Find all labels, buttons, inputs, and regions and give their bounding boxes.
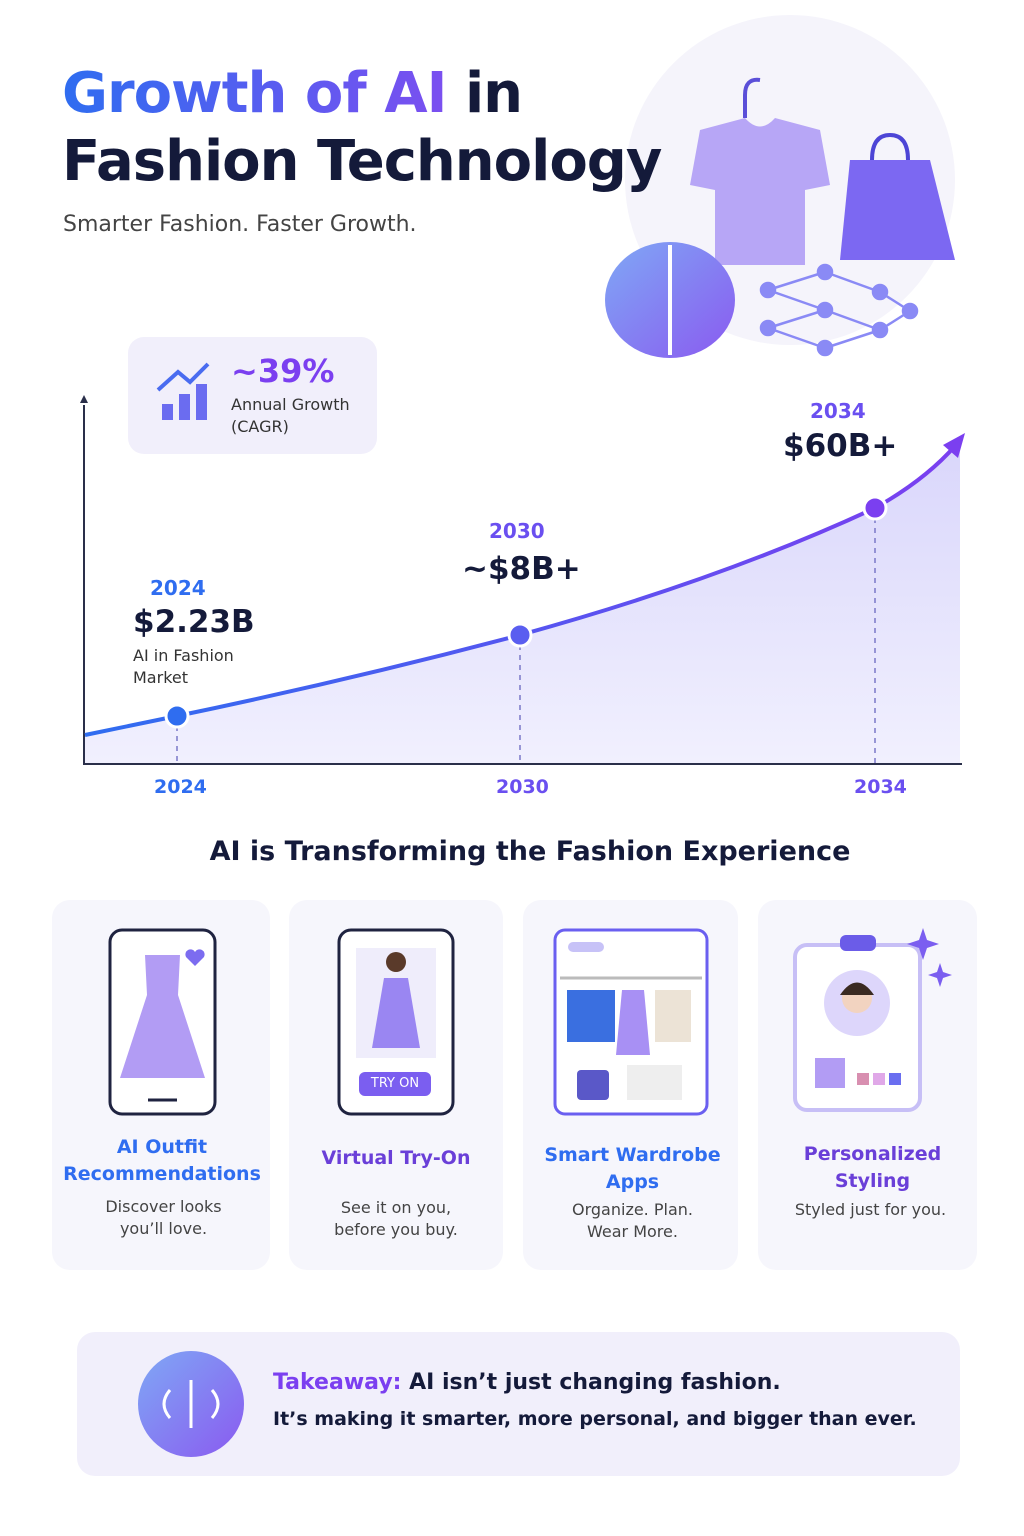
growth-chart-part [176,508,876,764]
hero-icons-part-part [816,263,834,281]
milestone-value: $60B+ [783,428,898,464]
card-text: See it on you, before you buy. [334,1198,458,1239]
card-text: Organize. Plan. Wear More. [572,1200,693,1241]
hero-icons-part-part [871,283,889,301]
growth-chart-part [84,444,957,737]
card-icons-part [616,990,650,1055]
milestone-year: 2034 [810,399,866,423]
card-icons-part [568,942,604,952]
card-icons-part [840,982,874,995]
hero-icons-part-part [871,321,889,339]
try-on-badge: TRY ON [370,1076,420,1091]
card-icons-part [655,990,691,1042]
takeaway-label: Takeaway: [273,1370,402,1395]
card-icons-part [840,935,876,951]
title-highlight: Growth of AI [62,61,447,126]
takeaway-line1: Takeaway: AI isn’t just changing fashion… [273,1370,781,1395]
card-icons-part [577,1070,609,1100]
hero-icons-part [840,160,955,260]
axis-label: 2034 [854,776,907,798]
hero-icons-part-part [759,281,777,299]
section-title: AI is Transforming the Fashion Experienc… [209,836,851,867]
takeaway-text: AI isn’t just changing fashion. [409,1370,781,1395]
hero-icons [605,15,955,358]
card-icons-part [372,978,420,1048]
card-icons-part [185,949,205,966]
card-icons-part [907,928,952,987]
hero-icons-part [690,118,830,265]
hero-icons-part-part [767,326,826,350]
hero-icons-part-part [824,328,881,350]
card-title: Personalized Styling [803,1143,942,1192]
cagr-label: Annual Growth (CAGR) [231,395,350,436]
hero-icons-part-part [759,319,777,337]
title-rest: in [464,61,523,126]
growth-chart-part [80,395,88,403]
card-icons-part [120,955,205,1078]
growth-icon-part [196,384,207,420]
hero-icons-part-part [767,288,826,312]
card-title: Virtual Try-On [321,1147,471,1169]
growth-chart-part [943,433,965,458]
milestone-year: 2030 [489,519,545,543]
growth-icon-part [156,362,210,392]
title-line1: Growth of AI in [62,60,523,128]
card-icons-part [873,1073,885,1085]
card-text: Styled just for you. [794,1200,947,1219]
hero-icons-part-part [824,270,881,294]
title-line2: Fashion Technology [62,129,662,194]
cagr-box [128,337,377,454]
card-icons-part [627,1065,682,1100]
card-icons [108,928,952,1116]
growth-icon-part [179,394,190,420]
card-icons-part [889,1073,901,1085]
axis-label: 2030 [496,776,549,798]
takeaway-line2: It’s making it smarter, more personal, a… [273,1408,917,1430]
growth-icon [156,362,210,420]
hero-icons-part [743,77,761,118]
hero-icons-part-part [767,308,826,330]
card-title: AI Outfit Recommendations [63,1136,261,1185]
hero-icons-part-part [816,339,834,357]
growth-chart-part [507,622,533,648]
takeaway-box [77,1332,960,1476]
axis-label: 2024 [154,776,207,798]
milestone-value: $2.23B [133,604,255,640]
milestone-value: ~$8B+ [462,551,581,587]
hero-icons-part [870,132,910,161]
milestone-year: 2024 [150,576,206,600]
hero-icons-part-part [901,302,919,320]
hero-icons-part-part [767,270,826,292]
milestone-note: AI in Fashion Market [133,646,234,687]
subtitle: Smarter Fashion. Faster Growth. [63,212,417,237]
card-icons-part [857,1073,869,1085]
growth-icon-part [162,404,173,420]
growth-chart [80,395,965,765]
hero-icons-part [759,263,919,357]
card-icons-part [815,1058,845,1088]
card-icons-part [567,990,615,1042]
growth-chart-part [164,703,190,729]
growth-chart-part [85,440,960,763]
card-icons-part [359,1072,431,1096]
brain-icon-lines [162,1380,220,1428]
card-title: Smart Wardrobe Apps [544,1144,721,1193]
card-icons-part [386,952,406,972]
card-text: Discover looks you’ll love. [105,1197,222,1238]
growth-chart-part [862,495,888,521]
cagr-value: ~39% [231,352,335,390]
hero-icons-part-part [824,308,881,332]
hero-icons-part-part [816,301,834,319]
